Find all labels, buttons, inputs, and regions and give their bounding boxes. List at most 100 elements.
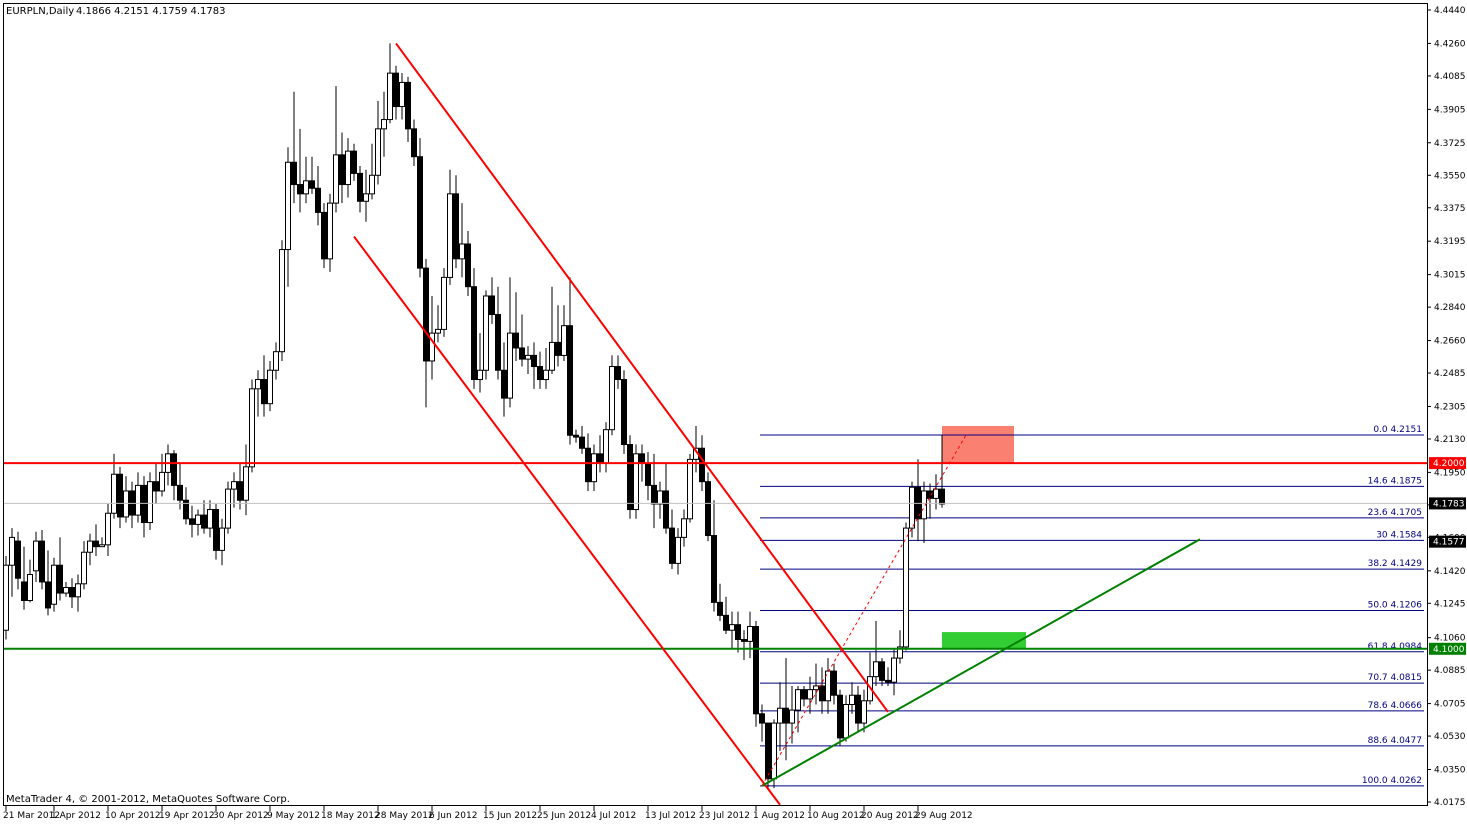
candle-body (573, 434, 579, 438)
candle-body (141, 484, 147, 524)
candle-body (117, 473, 123, 518)
chart-header: EURPLN,Daily (6, 6, 74, 17)
candle-body (291, 161, 297, 186)
candle-body (855, 694, 861, 724)
candle-body (699, 447, 705, 483)
candle-body (741, 639, 747, 642)
candle-body (543, 369, 549, 381)
price-tag-label: 4.1577 (1433, 538, 1465, 548)
candles-layer[interactable] (3, 43, 945, 789)
fib-level-label: 14.6 4.1875 (1368, 476, 1422, 486)
candle-body (585, 447, 591, 483)
candle-body (825, 670, 831, 702)
candle-body (231, 481, 237, 490)
x-tick-label: 25 Jun 2012 (537, 811, 591, 821)
candle-body (453, 193, 459, 260)
candle-body (735, 624, 741, 641)
x-tick-label: 19 Apr 2012 (159, 811, 215, 821)
price-tag-label: 4.1000 (1433, 645, 1465, 655)
candle-body (183, 499, 189, 520)
x-tick-label: 1 Aug 2012 (753, 811, 805, 821)
price-tag-bg (1429, 535, 1466, 548)
candle-body (657, 490, 663, 505)
candle-body (873, 661, 879, 678)
candle-body (351, 150, 357, 174)
drawing-layer (3, 42, 1427, 806)
candle-body (423, 267, 429, 362)
chart-footer: MetaTrader 4, © 2001-2012, MetaQuotes So… (6, 794, 290, 805)
candle-body (645, 462, 651, 486)
y-tick-label: 4.0350 (1434, 766, 1466, 776)
candle-body (939, 488, 945, 505)
candle-body (405, 81, 411, 130)
candle-body (105, 512, 111, 546)
candle-body (909, 486, 915, 529)
candle-body (879, 661, 885, 681)
candle-body (903, 527, 909, 648)
candle-body (279, 249, 285, 353)
candle-body (21, 581, 27, 602)
candle-body (831, 670, 837, 696)
candle-body (759, 713, 765, 724)
candle-body (249, 388, 255, 468)
x-tick-label: 21 Mar 2012 (3, 811, 60, 821)
candle-body (549, 341, 555, 371)
price-tag-bg (1429, 497, 1466, 510)
x-tick-label: 4 Jul 2012 (591, 811, 636, 821)
candle-body (435, 328, 441, 334)
fib-level-label: 78.6 4.0666 (1368, 701, 1423, 711)
x-tick-label: 9 May 2012 (267, 811, 320, 821)
candle-body (771, 722, 777, 780)
candle-body (597, 453, 603, 464)
fib-level-label: 50.0 4.1206 (1368, 601, 1423, 611)
candle-body (261, 379, 267, 405)
candle-body (609, 366, 615, 431)
candle-body (849, 694, 855, 706)
candle-body (717, 601, 723, 616)
candle-body (807, 689, 813, 700)
chart-ohlc: 4.1866 4.2151 4.1759 4.1783 (76, 6, 226, 17)
candle-body (87, 540, 93, 553)
candle-body (447, 193, 453, 278)
candle-body (639, 453, 645, 464)
y-tick-label: 4.2305 (1434, 402, 1466, 412)
candle-body (495, 314, 501, 371)
candle-body (81, 551, 87, 585)
candle-body (411, 128, 417, 158)
price-tag-label: 4.2000 (1433, 459, 1465, 469)
x-tick-label: 13 Jul 2012 (645, 811, 696, 821)
candle-body (147, 481, 153, 524)
candle-body (681, 518, 687, 538)
candle-body (69, 587, 75, 598)
candle-body (369, 174, 375, 195)
fib-level-label: 30 4.1584 (1376, 530, 1422, 540)
candle-body (9, 536, 15, 566)
y-tick-label: 4.3725 (1434, 139, 1466, 149)
y-tick-label: 4.2485 (1434, 369, 1466, 379)
candle-body (159, 471, 165, 492)
plot-frame (3, 3, 1428, 806)
fib-level-label: 38.2 4.1429 (1368, 559, 1423, 569)
price-tag-bg (1429, 457, 1466, 470)
candle-body (663, 490, 669, 529)
candle-body (927, 490, 933, 499)
candle-body (171, 453, 177, 486)
candle-body (687, 458, 693, 520)
candle-body (429, 332, 435, 362)
candle-body (789, 709, 795, 724)
y-tick-label: 4.1420 (1434, 567, 1466, 577)
candle-body (897, 646, 903, 659)
candle-body (837, 694, 843, 739)
x-tick-label: 1 Apr 2012 (51, 811, 101, 821)
candle-body (483, 295, 489, 371)
candle-body (591, 453, 597, 483)
y-tick-label: 4.0705 (1434, 700, 1466, 710)
candle-body (669, 527, 675, 564)
x-tick-label: 10 Aug 2012 (807, 811, 865, 821)
x-tick-label: 6 Jun 2012 (429, 811, 477, 821)
candle-body (753, 626, 759, 715)
candle-body (333, 154, 339, 204)
